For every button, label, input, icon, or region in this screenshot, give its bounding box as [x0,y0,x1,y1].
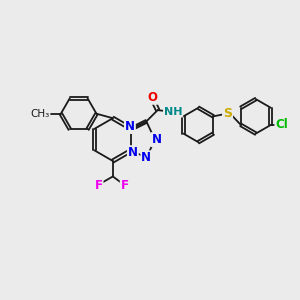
Text: F: F [121,179,129,192]
Text: S: S [223,107,232,121]
Text: N: N [141,151,152,164]
Text: N: N [128,146,138,159]
Text: F: F [94,179,103,192]
Text: N: N [125,120,135,133]
Text: Cl: Cl [275,118,288,131]
Text: CH₃: CH₃ [31,109,50,119]
Text: NH: NH [164,106,182,117]
Text: N: N [152,133,161,146]
Text: O: O [147,91,157,104]
